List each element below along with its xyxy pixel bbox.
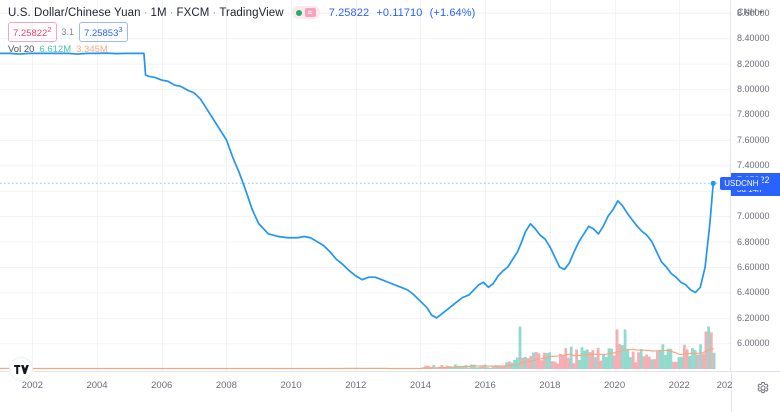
- price-axis-unit-label: CNH: [737, 7, 757, 17]
- time-axis[interactable]: 2002 2004 2006 2008 2010 2012 2014 2016 2018 2020…: [0, 371, 780, 412]
- chevron-down-icon: [758, 11, 763, 15]
- price-tick: 6.00000: [737, 338, 770, 349]
- value-box-low-text: 7.25822: [13, 28, 48, 40]
- price-line: [0, 52, 715, 319]
- volume-value-ma: 3.345M: [76, 44, 108, 55]
- price-tick: 6.20000: [737, 312, 770, 323]
- price-tick: 6.80000: [737, 236, 770, 247]
- time-tick: 2014: [409, 380, 432, 391]
- price-tick: 7.80000: [737, 109, 770, 120]
- chart-settings-button[interactable]: [756, 381, 770, 395]
- interval-label[interactable]: 1M: [150, 6, 167, 19]
- time-tick: 2022: [668, 380, 690, 391]
- price-tick: 7.40000: [737, 160, 770, 171]
- last-price: 7.25822: [328, 6, 370, 19]
- volume-value-current: 6.612M: [39, 44, 72, 55]
- title-separator-2: ·: [169, 6, 174, 19]
- value-box-high-text: 7.25853: [84, 28, 119, 40]
- value-box-high-sup: 3: [118, 24, 123, 34]
- time-tick: 2006: [151, 380, 173, 391]
- value-box-low-sup: 2: [47, 24, 52, 34]
- price-tick: 7.00000: [737, 211, 770, 222]
- value-box-low[interactable]: 7.258222: [8, 21, 57, 43]
- price-tick: 6.40000: [737, 287, 770, 298]
- price-tick: 8.40000: [737, 33, 770, 44]
- time-tick: 2004: [86, 380, 108, 391]
- price-series-svg: [0, 0, 731, 371]
- value-mid: 3.1: [61, 27, 75, 37]
- time-tick: 2020: [603, 380, 626, 391]
- legend-volume-row: Vol 20 6.612M 3.345M: [8, 43, 475, 56]
- volume-ma-line: [0, 348, 715, 370]
- source-label: TradingView: [219, 6, 284, 19]
- price-tick: 8.60000: [737, 7, 770, 18]
- volume-indicator-label[interactable]: Vol 20: [8, 44, 35, 55]
- price-tick: 8.00000: [737, 84, 770, 94]
- time-tick: 2010: [280, 380, 302, 391]
- legend-title-row: U.S. Dollar/Chinese Yuan · 1M · FXCM · T…: [8, 4, 475, 21]
- volume-bars: [0, 326, 716, 369]
- market-open-dot-icon: [295, 9, 302, 16]
- tradingview-logo[interactable]: [9, 357, 33, 381]
- time-tick: 2012: [345, 380, 367, 391]
- change-percent: (+1.64%): [429, 6, 476, 19]
- price-tick: 6.60000: [737, 262, 770, 272]
- legend-values-row: 7.258222 3.1 7.258533: [8, 21, 475, 43]
- time-tick: 2008: [215, 380, 237, 391]
- price-axis-unit[interactable]: CNH: [737, 7, 763, 17]
- chart-plot-area[interactable]: [0, 0, 731, 371]
- quote-summary: 7.25822 +0.11710 (+1.64%): [329, 7, 476, 19]
- tradingview-logo-icon: [13, 364, 29, 374]
- market-status-pill[interactable]: ≈: [291, 6, 320, 19]
- axis-divider: [731, 372, 732, 412]
- symbol-name[interactable]: U.S. Dollar/Chinese Yuan: [8, 6, 141, 19]
- price-tick: 7.60000: [737, 134, 770, 145]
- time-tick: 202: [716, 380, 733, 391]
- title-separator-1: ·: [143, 6, 148, 19]
- time-tick: 2016: [474, 380, 496, 391]
- last-price-marker: [710, 180, 716, 186]
- series-price-badge: USDCNH: [720, 177, 763, 191]
- gridlines: [0, 0, 731, 371]
- change-absolute: +0.11710: [376, 6, 423, 19]
- gear-icon: [757, 382, 769, 394]
- value-box-high[interactable]: 7.258533: [79, 21, 128, 43]
- exchange-label[interactable]: FXCM: [176, 6, 210, 19]
- price-tick: 8.20000: [737, 58, 770, 69]
- replay-icon: ≈: [304, 8, 316, 17]
- chart-legend: U.S. Dollar/Chinese Yuan · 1M · FXCM · T…: [8, 4, 475, 56]
- series-badge-label: USDCNH: [724, 179, 759, 189]
- title-separator-3: ·: [212, 6, 217, 19]
- time-tick: 2002: [21, 380, 43, 391]
- time-tick: 2018: [539, 380, 561, 391]
